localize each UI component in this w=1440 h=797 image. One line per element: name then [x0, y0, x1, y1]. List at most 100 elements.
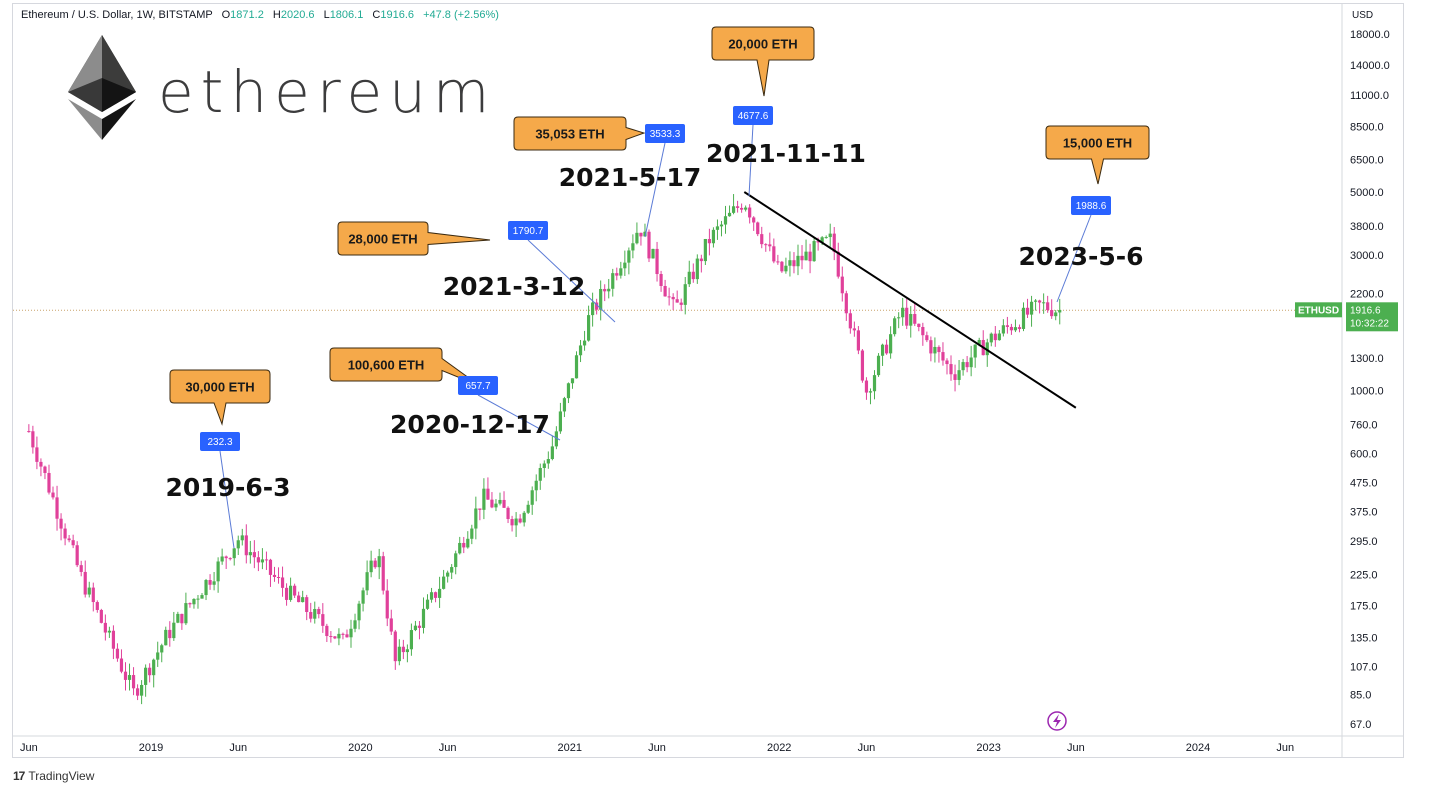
candle-body — [735, 206, 740, 208]
candle-body — [506, 507, 510, 520]
candle-body — [957, 370, 961, 380]
candle-body — [623, 262, 627, 269]
candle-body — [152, 659, 156, 676]
candle-body — [204, 580, 208, 596]
price-badge-text: 657.7 — [465, 381, 490, 392]
candle-body — [67, 538, 71, 541]
candle-body — [345, 634, 349, 638]
eth-amount-text: 35,053 ETH — [535, 127, 604, 142]
candle-body — [929, 340, 933, 354]
candle-body — [458, 542, 462, 554]
price-axis-tick: 14000.0 — [1350, 60, 1390, 72]
ethereum-logo-icon — [102, 99, 136, 140]
candle-body — [687, 271, 691, 285]
date-label: 2021-3-12 — [443, 272, 586, 301]
candle-body — [429, 592, 434, 600]
eth-amount-callout[interactable] — [711, 26, 815, 97]
candle-body — [808, 251, 812, 262]
candle-body — [305, 597, 309, 613]
tradingview-brand[interactable]: 17 TradingView — [13, 769, 94, 783]
candle-body — [200, 595, 204, 599]
candle-body — [961, 362, 965, 371]
candle-body — [526, 504, 530, 513]
candle-body — [554, 431, 558, 447]
candle-body — [796, 255, 800, 267]
candle-body — [764, 244, 768, 246]
candle-body — [413, 625, 418, 631]
candle-body — [719, 224, 724, 227]
candle-body — [973, 344, 977, 358]
candle-body — [144, 667, 148, 685]
candle-body — [744, 207, 748, 210]
price-badge[interactable] — [458, 376, 498, 395]
candle-body — [1038, 300, 1042, 303]
candle-body — [546, 459, 550, 464]
candle-body — [740, 207, 744, 210]
symbol-title[interactable]: Ethereum / U.S. Dollar, 1W, BITSTAMP — [21, 9, 213, 21]
candle-body — [860, 350, 865, 381]
candle-body — [276, 576, 281, 578]
candle-body — [558, 411, 563, 432]
date-label: 2021-5-17 — [559, 163, 702, 192]
candle-body — [913, 313, 917, 324]
eth-amount-callout[interactable] — [169, 369, 271, 426]
annotation-leader — [477, 394, 561, 441]
candle-body — [937, 346, 941, 353]
eth-amount-callout[interactable] — [513, 116, 646, 151]
eth-amount-callout[interactable] — [337, 221, 491, 256]
price-badge-text: 232.3 — [207, 437, 232, 448]
candle-body — [695, 258, 699, 280]
annotation-leader — [644, 142, 666, 238]
eth-amount-callout[interactable] — [1045, 125, 1150, 185]
candle-body — [611, 273, 615, 289]
price-badge-text: 1988.6 — [1076, 201, 1107, 212]
candle-body — [309, 612, 313, 619]
candle-body — [760, 234, 764, 245]
candle-body — [317, 608, 321, 615]
candle-body — [466, 538, 470, 548]
candle-body — [578, 345, 583, 356]
candle-body — [369, 560, 373, 573]
candle-body — [1001, 325, 1005, 334]
candle-body — [83, 571, 87, 595]
candle-body — [884, 344, 889, 354]
candle-body — [216, 561, 220, 582]
candle-body — [188, 603, 192, 605]
eth-amount-callout[interactable] — [329, 347, 481, 387]
candle-body — [87, 587, 91, 595]
candle-body — [848, 313, 852, 329]
date-label: 2019-6-3 — [165, 473, 290, 502]
price-badge[interactable] — [508, 221, 548, 240]
candle-body — [135, 688, 140, 696]
price-axis-tick: 3800.0 — [1350, 221, 1384, 233]
candle-body — [723, 216, 728, 225]
price-badge[interactable] — [645, 124, 685, 143]
ethereum-logo-icon — [68, 99, 102, 140]
candle-body — [836, 251, 840, 277]
tradingview-logo-icon: 17 — [13, 769, 25, 783]
candle-body — [570, 378, 575, 384]
eth-amount-text: 28,000 ETH — [348, 232, 417, 247]
candle-body — [91, 587, 95, 603]
candle-body — [582, 340, 587, 346]
candle-body — [691, 271, 695, 280]
price-badge[interactable] — [733, 106, 773, 125]
downtrend-line[interactable] — [743, 191, 1077, 409]
candle-body — [1046, 302, 1050, 311]
candle-body — [1050, 310, 1054, 317]
price-badge[interactable] — [1071, 196, 1111, 215]
candle-body — [591, 302, 595, 316]
high-label: H — [272, 9, 281, 21]
candle-body — [711, 229, 716, 244]
candle-body — [272, 574, 277, 577]
candle-body — [446, 572, 450, 577]
candle-body — [329, 636, 333, 638]
candle-body — [538, 467, 542, 481]
price-badge[interactable] — [200, 432, 240, 451]
candle-body — [635, 232, 639, 244]
candle-body — [1058, 310, 1062, 313]
open-label: O — [221, 9, 231, 21]
candle-body — [703, 238, 707, 262]
candle-body — [224, 556, 228, 559]
